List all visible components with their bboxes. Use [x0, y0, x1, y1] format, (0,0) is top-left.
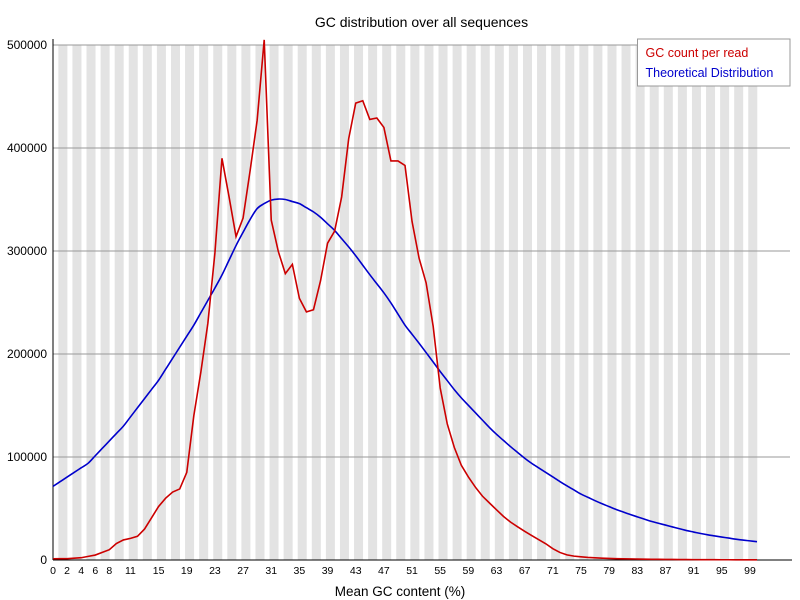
svg-text:11: 11 [125, 565, 136, 577]
svg-text:500000: 500000 [7, 38, 47, 52]
svg-text:67: 67 [519, 565, 531, 577]
svg-text:400000: 400000 [7, 141, 47, 155]
svg-text:8: 8 [106, 565, 112, 577]
svg-text:300000: 300000 [7, 244, 47, 258]
svg-text:15: 15 [153, 565, 165, 577]
svg-text:6: 6 [92, 565, 98, 577]
svg-text:79: 79 [603, 565, 615, 577]
svg-text:27: 27 [237, 565, 249, 577]
svg-text:43: 43 [350, 565, 362, 577]
svg-text:91: 91 [688, 565, 700, 577]
svg-text:GC count per read: GC count per read [646, 46, 749, 60]
svg-text:0: 0 [50, 565, 56, 577]
svg-text:35: 35 [294, 565, 306, 577]
svg-text:2: 2 [64, 565, 70, 577]
svg-text:100000: 100000 [7, 450, 47, 464]
svg-text:95: 95 [716, 565, 728, 577]
svg-text:51: 51 [406, 565, 418, 577]
svg-text:55: 55 [434, 565, 446, 577]
svg-text:200000: 200000 [7, 347, 47, 361]
svg-text:83: 83 [631, 565, 643, 577]
svg-text:71: 71 [547, 565, 559, 577]
svg-text:47: 47 [378, 565, 390, 577]
svg-text:0: 0 [40, 553, 47, 567]
svg-text:59: 59 [463, 565, 475, 577]
svg-text:23: 23 [209, 565, 221, 577]
svg-text:4: 4 [78, 565, 84, 577]
svg-text:87: 87 [660, 565, 672, 577]
svg-text:31: 31 [265, 565, 277, 577]
svg-text:63: 63 [491, 565, 503, 577]
svg-text:Theoretical Distribution: Theoretical Distribution [646, 66, 774, 80]
svg-text:99: 99 [744, 565, 756, 577]
svg-text:39: 39 [322, 565, 334, 577]
svg-text:75: 75 [575, 565, 587, 577]
svg-text:19: 19 [181, 565, 193, 577]
